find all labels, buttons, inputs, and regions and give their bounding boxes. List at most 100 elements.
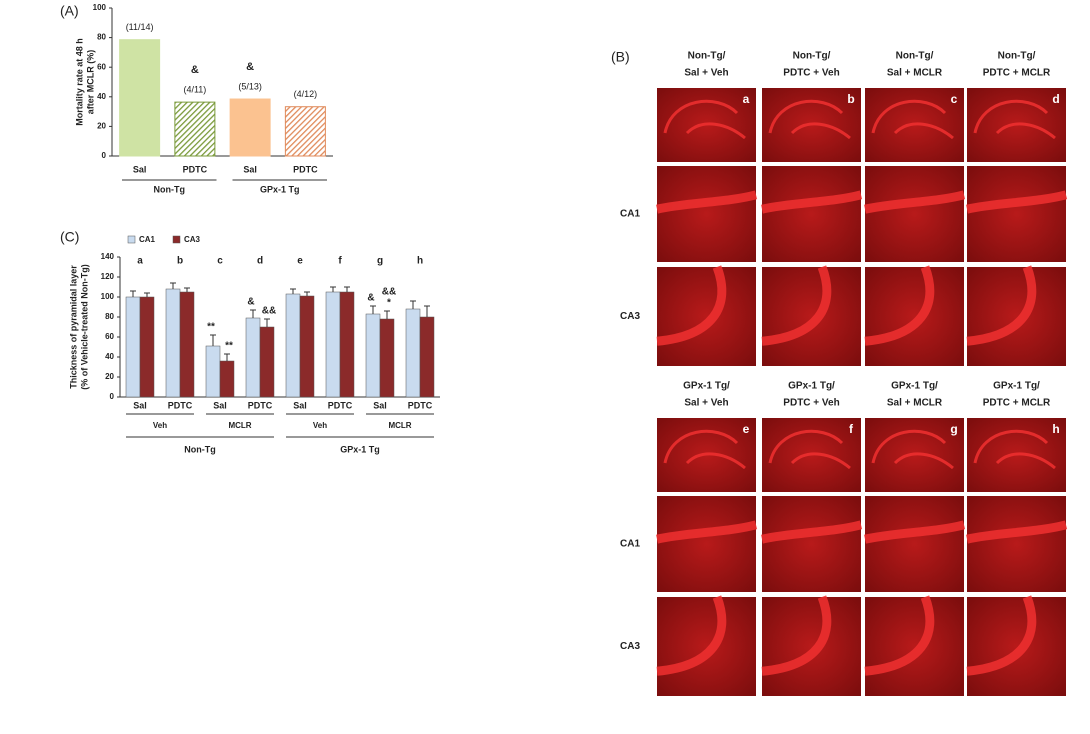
group-letter: h — [417, 256, 423, 267]
y-tick-label: 20 — [105, 372, 114, 381]
y-axis-label: Thickness of pyramidal layer — [68, 265, 78, 389]
count-label: (5/13) — [238, 81, 262, 91]
group-label: Non-Tg — [154, 184, 186, 194]
column-header: GPx-1 Tg/ — [993, 381, 1040, 392]
y-axis-label: after MCLR (%) — [85, 50, 95, 115]
row-label: CA3 — [620, 311, 640, 322]
micrograph — [967, 496, 1066, 592]
error-bar — [170, 282, 176, 289]
image-letter: c — [951, 92, 958, 106]
bar — [174, 101, 216, 157]
bar — [299, 295, 315, 398]
count-label: (11/14) — [126, 22, 154, 32]
error-bar — [370, 305, 376, 314]
panel-label: (C) — [60, 229, 79, 245]
x-tick-label: PDTC — [183, 164, 208, 174]
column-header: Non-Tg/ — [793, 51, 831, 62]
significance-mark: & — [191, 64, 199, 76]
significance-mark: ** — [207, 322, 215, 333]
y-axis-label: (% of Vehicle-treated Non-Tg) — [79, 264, 89, 390]
bar — [285, 293, 301, 398]
error-bar — [290, 288, 296, 294]
column-header: Sal + Veh — [684, 398, 728, 409]
group-label: GPx-1 Tg — [260, 184, 300, 194]
bar — [339, 291, 355, 398]
group-letter: g — [377, 256, 383, 267]
error-bar — [250, 309, 256, 318]
error-bar — [184, 287, 190, 292]
bar — [229, 98, 271, 157]
y-tick-label: 140 — [101, 252, 115, 261]
image-letter: f — [849, 422, 854, 436]
cell-layer — [663, 429, 746, 470]
y-tick-label: 40 — [97, 92, 106, 101]
micrograph — [657, 496, 756, 592]
bar — [259, 326, 275, 398]
cell-layer — [864, 595, 935, 676]
group-letter: d — [257, 256, 263, 267]
cell-layer — [864, 190, 966, 214]
image-letter: e — [743, 422, 750, 436]
cell-layer — [761, 265, 832, 346]
x-tick-label: PDTC — [293, 164, 318, 174]
count-label: (4/12) — [294, 89, 318, 99]
error-bar — [410, 300, 416, 309]
significance-mark: && — [382, 287, 396, 298]
micrograph — [657, 166, 756, 262]
x-tick-label: Sal — [373, 400, 387, 410]
column-header: Sal + MCLR — [887, 398, 943, 409]
bar — [165, 288, 181, 398]
x-tick-label: PDTC — [248, 400, 273, 410]
y-tick-label: 0 — [102, 151, 107, 160]
y-tick-label: 20 — [97, 122, 106, 131]
x-tick-label: Sal — [133, 400, 147, 410]
bar — [419, 316, 435, 398]
bar — [125, 296, 141, 398]
error-bar — [424, 305, 430, 317]
group-letter: b — [177, 256, 183, 267]
bar — [325, 291, 341, 398]
significance-mark: * — [387, 298, 391, 309]
legend-swatch — [172, 235, 181, 244]
column-header: Non-Tg/ — [688, 51, 726, 62]
micrograph — [967, 597, 1066, 696]
micrograph — [762, 597, 861, 696]
x-tick-label: Sal — [133, 164, 147, 174]
legend-label: CA3 — [184, 235, 201, 244]
cell-layer — [966, 190, 1068, 214]
cell-layer — [966, 265, 1037, 346]
significance-mark: & — [246, 61, 254, 73]
x-tick-label: PDTC — [408, 400, 433, 410]
cell-layer — [973, 99, 1056, 140]
column-header: GPx-1 Tg/ — [788, 381, 835, 392]
cell-layer — [656, 520, 758, 544]
cell-layer — [656, 190, 758, 214]
column-header: GPx-1 Tg/ — [683, 381, 730, 392]
bar — [405, 308, 421, 398]
count-label: (4/11) — [183, 85, 206, 95]
cell-layer — [768, 99, 851, 140]
error-bar — [330, 286, 336, 292]
micrograph — [967, 166, 1066, 262]
micrograph — [657, 597, 756, 696]
error-bar — [384, 310, 390, 319]
micrograph — [762, 166, 861, 262]
cell-layer — [864, 265, 935, 346]
micrograph — [865, 496, 964, 592]
cell-layer — [973, 429, 1056, 470]
x-tick-label: PDTC — [168, 400, 193, 410]
group-letter: c — [217, 256, 223, 267]
cell-layer — [656, 595, 727, 676]
cell-layer — [871, 429, 954, 470]
panel-label: (B) — [611, 49, 630, 65]
cell-layer — [663, 99, 746, 140]
column-header: Sal + MCLR — [887, 68, 943, 79]
legend-label: CA1 — [139, 235, 156, 244]
cell-layer — [761, 190, 863, 214]
column-header: PDTC + Veh — [783, 68, 839, 79]
group-label: GPx-1 Tg — [340, 444, 380, 454]
group-label: Non-Tg — [184, 444, 216, 454]
x-tick-label: Sal — [243, 164, 257, 174]
micrograph — [865, 267, 964, 366]
